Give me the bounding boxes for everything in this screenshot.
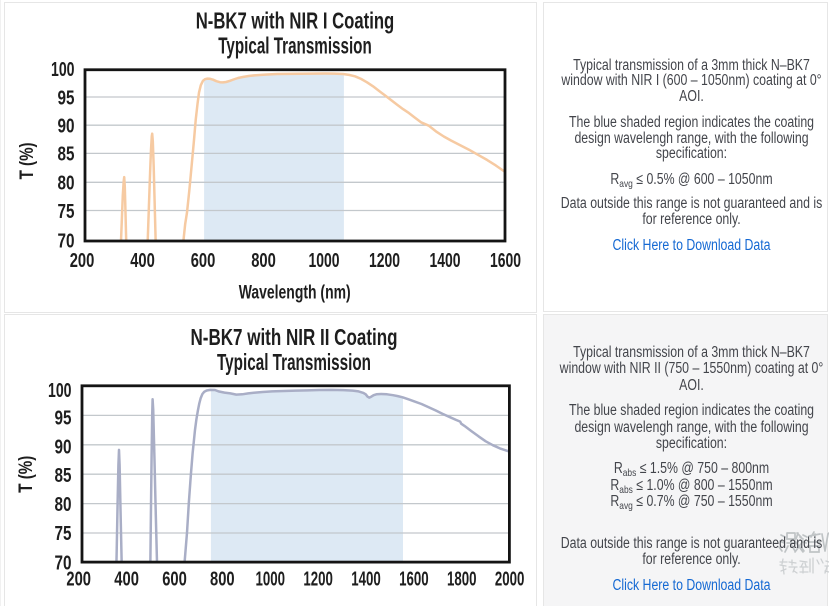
svg-text:1400: 1400 — [351, 568, 381, 591]
svg-text:2000: 2000 — [495, 568, 525, 591]
svg-text:1000: 1000 — [255, 568, 285, 591]
svg-text:80: 80 — [58, 172, 75, 195]
svg-text:70: 70 — [55, 552, 72, 575]
svg-text:600: 600 — [191, 249, 216, 272]
svg-text:400: 400 — [114, 568, 139, 591]
svg-text:75: 75 — [58, 200, 75, 223]
svg-text:80: 80 — [55, 493, 72, 516]
svg-text:600: 600 — [162, 568, 187, 591]
svg-text:N-BK7 with NIR II Coating: N-BK7 with NIR II Coating — [191, 324, 398, 350]
svg-text:90: 90 — [55, 435, 72, 458]
svg-text:85: 85 — [58, 143, 75, 166]
svg-text:1400: 1400 — [430, 249, 461, 272]
svg-text:95: 95 — [58, 86, 75, 109]
svg-text:Wavelength (nm): Wavelength (nm) — [239, 282, 351, 304]
svg-text:Typical Transmission: Typical Transmission — [217, 349, 371, 375]
svg-text:90: 90 — [58, 115, 75, 138]
svg-text:400: 400 — [130, 249, 155, 272]
svg-text:1600: 1600 — [490, 249, 521, 272]
svg-text:T (%): T (%) — [15, 456, 37, 493]
svg-text:70: 70 — [58, 229, 75, 252]
svg-text:800: 800 — [251, 249, 276, 272]
svg-text:200: 200 — [70, 249, 95, 272]
svg-text:75: 75 — [55, 522, 72, 545]
svg-text:200: 200 — [66, 568, 91, 591]
svg-text:T (%): T (%) — [16, 142, 38, 179]
svg-text:100: 100 — [51, 58, 75, 81]
svg-text:1200: 1200 — [369, 249, 400, 272]
svg-text:Typical Transmission: Typical Transmission — [218, 32, 372, 58]
svg-text:100: 100 — [48, 379, 72, 402]
svg-text:N-BK7 with NIR I Coating: N-BK7 with NIR I Coating — [196, 7, 395, 33]
svg-text:1600: 1600 — [399, 568, 429, 591]
svg-text:1800: 1800 — [447, 568, 477, 591]
svg-text:85: 85 — [55, 464, 72, 487]
svg-text:95: 95 — [55, 406, 72, 429]
svg-text:800: 800 — [210, 568, 235, 591]
svg-text:1200: 1200 — [303, 568, 333, 591]
svg-text:1000: 1000 — [309, 249, 340, 272]
